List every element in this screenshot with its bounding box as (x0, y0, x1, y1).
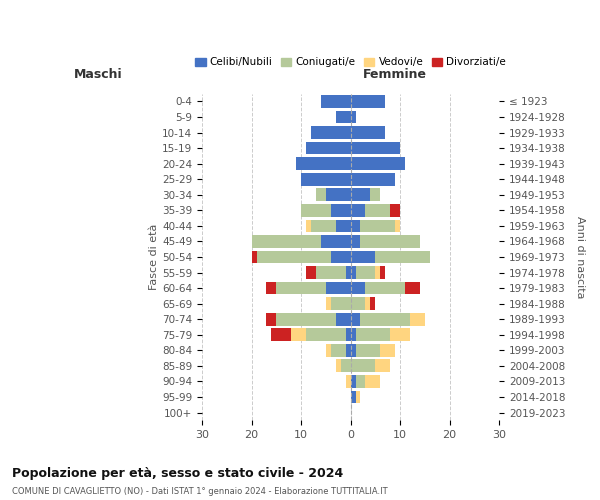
Bar (266, 313, 277, 326)
Bar (376, 250, 430, 264)
Bar (356, 375, 365, 388)
Bar (326, 282, 350, 294)
Bar (376, 360, 390, 372)
Bar (301, 204, 331, 216)
Bar (390, 204, 400, 216)
Bar (346, 266, 350, 279)
Bar (380, 266, 385, 279)
Bar (350, 126, 385, 139)
Bar (356, 328, 390, 341)
Bar (361, 220, 395, 232)
Bar (350, 375, 356, 388)
Bar (311, 126, 350, 139)
Bar (350, 313, 361, 326)
Bar (365, 375, 380, 388)
Bar (331, 250, 350, 264)
Bar (251, 250, 257, 264)
Bar (361, 313, 410, 326)
Text: Femmine: Femmine (363, 68, 427, 80)
Bar (266, 282, 277, 294)
Bar (350, 328, 356, 341)
Bar (350, 282, 365, 294)
Bar (316, 188, 326, 201)
Bar (336, 360, 341, 372)
Bar (326, 298, 331, 310)
Y-axis label: Anni di nascita: Anni di nascita (575, 216, 585, 298)
Bar (350, 298, 365, 310)
Bar (331, 344, 346, 356)
Bar (350, 110, 356, 124)
Bar (370, 188, 380, 201)
Bar (341, 360, 350, 372)
Bar (356, 390, 361, 404)
Bar (350, 142, 400, 154)
Bar (356, 266, 376, 279)
Bar (346, 375, 350, 388)
Bar (350, 220, 361, 232)
Bar (376, 266, 380, 279)
Bar (350, 344, 356, 356)
Bar (346, 328, 350, 341)
Bar (321, 235, 350, 248)
Bar (365, 204, 390, 216)
Bar (296, 158, 350, 170)
Bar (350, 158, 405, 170)
Y-axis label: Fasce di età: Fasce di età (149, 224, 160, 290)
Bar (350, 266, 356, 279)
Bar (356, 344, 380, 356)
Bar (271, 328, 291, 341)
Bar (361, 235, 420, 248)
Bar (301, 173, 350, 186)
Legend: Celibi/Nubili, Coniugati/e, Vedovi/e, Divorziati/e: Celibi/Nubili, Coniugati/e, Vedovi/e, Di… (191, 53, 510, 72)
Bar (336, 110, 350, 124)
Text: COMUNE DI CAVAGLIETTO (NO) - Dati ISTAT 1° gennaio 2024 - Elaborazione TUTTITALI: COMUNE DI CAVAGLIETTO (NO) - Dati ISTAT … (12, 488, 388, 496)
Bar (326, 344, 331, 356)
Bar (331, 298, 350, 310)
Bar (306, 328, 346, 341)
Bar (350, 173, 395, 186)
Bar (277, 282, 326, 294)
Bar (336, 313, 350, 326)
Bar (306, 142, 350, 154)
Bar (350, 204, 365, 216)
Bar (326, 188, 350, 201)
Bar (350, 95, 385, 108)
Bar (306, 220, 311, 232)
Bar (395, 220, 400, 232)
Bar (365, 298, 370, 310)
Bar (350, 250, 376, 264)
Bar (370, 298, 376, 310)
Bar (350, 188, 370, 201)
Bar (331, 204, 350, 216)
Bar (380, 344, 395, 356)
Bar (346, 344, 350, 356)
Bar (350, 235, 361, 248)
Bar (321, 95, 350, 108)
Bar (350, 390, 356, 404)
Bar (390, 328, 410, 341)
Text: Popolazione per età, sesso e stato civile - 2024: Popolazione per età, sesso e stato civil… (12, 468, 343, 480)
Bar (257, 250, 331, 264)
Text: Maschi: Maschi (74, 68, 122, 80)
Bar (336, 220, 350, 232)
Bar (316, 266, 346, 279)
Bar (311, 220, 336, 232)
Bar (365, 282, 405, 294)
Bar (291, 328, 306, 341)
Bar (306, 266, 316, 279)
Bar (251, 235, 321, 248)
Bar (405, 282, 420, 294)
Bar (410, 313, 425, 326)
Bar (277, 313, 336, 326)
Bar (350, 360, 376, 372)
